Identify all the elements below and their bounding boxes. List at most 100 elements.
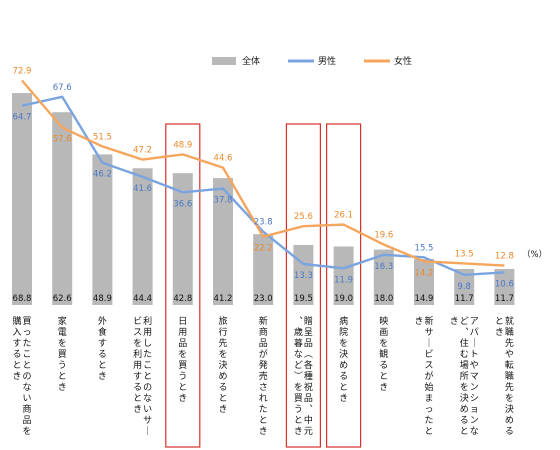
- category-char: ン: [470, 383, 479, 393]
- category-char: 品: [304, 393, 313, 404]
- category-char: ビ: [133, 316, 142, 327]
- female-value-label: 72.9: [13, 66, 32, 76]
- category-char: た: [22, 338, 31, 349]
- category-char: 病: [339, 315, 348, 327]
- category-char: 旅: [218, 315, 227, 327]
- category-char: 食: [98, 326, 107, 338]
- category-char: 種: [304, 371, 313, 382]
- legend-label: 女性: [394, 55, 412, 67]
- category-char: 用: [133, 360, 142, 371]
- category-char: 電: [58, 327, 67, 338]
- bar: [253, 234, 274, 305]
- category-char: る: [505, 426, 514, 437]
- category-char: と: [339, 382, 348, 393]
- series-line-male: [21, 95, 505, 276]
- male-value-label: 10.6: [495, 279, 514, 289]
- legend-swatch-total: [212, 57, 236, 65]
- bar-value-label: 62.6: [53, 294, 72, 304]
- category-char: 品: [178, 338, 187, 349]
- category-char: い: [22, 394, 31, 404]
- category-char: を: [133, 338, 142, 349]
- category-char: ｜: [424, 338, 433, 349]
- bar-value-label: 44.4: [133, 294, 152, 304]
- category-label: 買ったことのない商品を購入するとき買ったことのない商品を購入するとき: [12, 315, 31, 437]
- category-char: を: [178, 349, 187, 360]
- category-char: 売: [259, 370, 268, 382]
- bar-value-label: 19.0: [334, 294, 353, 304]
- category-char: 商: [22, 403, 31, 415]
- male-value-label: 41.6: [133, 184, 152, 194]
- category-char: ｜: [143, 426, 152, 437]
- bar: [494, 268, 515, 305]
- category-char: 決: [460, 392, 469, 404]
- bar-value-label: 42.8: [173, 294, 192, 304]
- female-value-label: 14.2: [415, 268, 434, 278]
- category-label: 映画を観るとき映画を観るとき: [379, 315, 388, 393]
- category-char: と: [143, 371, 152, 382]
- category-char: 商: [259, 326, 268, 338]
- category-char: サ: [143, 415, 152, 426]
- female-value-label: 51.5: [93, 132, 112, 142]
- category-char: が: [259, 348, 268, 360]
- category-char: む: [460, 349, 469, 360]
- category-char: と: [133, 393, 142, 404]
- category-label: 贈呈品（各種祝品、中元、歳暮など）を買うとき贈呈品︵各種祝品︑中元︑歳暮など︶を…: [294, 315, 313, 437]
- category-char: 発: [259, 359, 268, 371]
- category-char: 就: [505, 315, 514, 327]
- category-char: る: [98, 349, 107, 360]
- category-char: 観: [379, 348, 388, 360]
- series-line-female: [21, 79, 505, 267]
- category-char: 買: [294, 393, 303, 404]
- category-char: と: [495, 316, 504, 327]
- category-char: な: [470, 426, 479, 437]
- category-char: き: [339, 393, 348, 404]
- category-label: アパートやマンションなど、住む場所を決めるときアパ｜トやマンションなど︑住む場所…: [450, 316, 479, 437]
- category-label: 新商品が発売されたとき新商品が発売されたとき: [259, 315, 268, 437]
- bar: [414, 259, 434, 305]
- category-char: と: [379, 371, 388, 382]
- category-char: る: [379, 360, 388, 371]
- category-char: 買: [178, 360, 187, 371]
- category-char: い: [143, 405, 152, 415]
- category-char: め: [505, 415, 514, 426]
- female-value-label: 57.6: [53, 135, 72, 145]
- category-char: 用: [178, 327, 187, 338]
- category-char: す: [98, 338, 107, 349]
- category-char: 先: [505, 381, 514, 393]
- bar: [454, 268, 475, 305]
- category-char: き: [450, 316, 459, 327]
- bar: [333, 246, 354, 305]
- bar-value-label: 68.8: [13, 294, 32, 304]
- category-char: 歳: [294, 326, 303, 338]
- category-label: 日用品を買うとき日用品を買うとき: [178, 316, 187, 404]
- category-char: と: [22, 360, 31, 371]
- category-char: っ: [22, 328, 31, 338]
- category-char: マ: [470, 372, 479, 382]
- category-char: ま: [424, 393, 433, 404]
- legend: 全体 男性 女性: [212, 55, 412, 67]
- category-char: た: [143, 349, 152, 360]
- bar: [92, 154, 113, 305]
- category-char: ン: [470, 416, 479, 426]
- category-char: う: [294, 404, 303, 415]
- category-char: 買: [22, 316, 31, 327]
- highlight-box: [285, 123, 321, 448]
- category-char: す: [12, 338, 21, 349]
- bar-value-label: 48.9: [93, 294, 112, 304]
- category-char: る: [460, 415, 469, 426]
- highlight-boxes: [165, 123, 362, 448]
- male-value-label: 11.9: [334, 275, 353, 285]
- bar-value-label: 18.0: [374, 294, 393, 304]
- bar: [172, 173, 193, 305]
- category-char: な: [22, 382, 31, 393]
- category-char: っ: [424, 405, 433, 415]
- category-char: き: [218, 404, 227, 415]
- category-char: ︶: [294, 371, 303, 382]
- category-char: め: [460, 404, 469, 415]
- category-char: と: [58, 371, 67, 382]
- male-value-label: 67.6: [53, 83, 72, 93]
- male-value-label: 13.3: [294, 271, 313, 281]
- category-char: ョ: [470, 405, 479, 415]
